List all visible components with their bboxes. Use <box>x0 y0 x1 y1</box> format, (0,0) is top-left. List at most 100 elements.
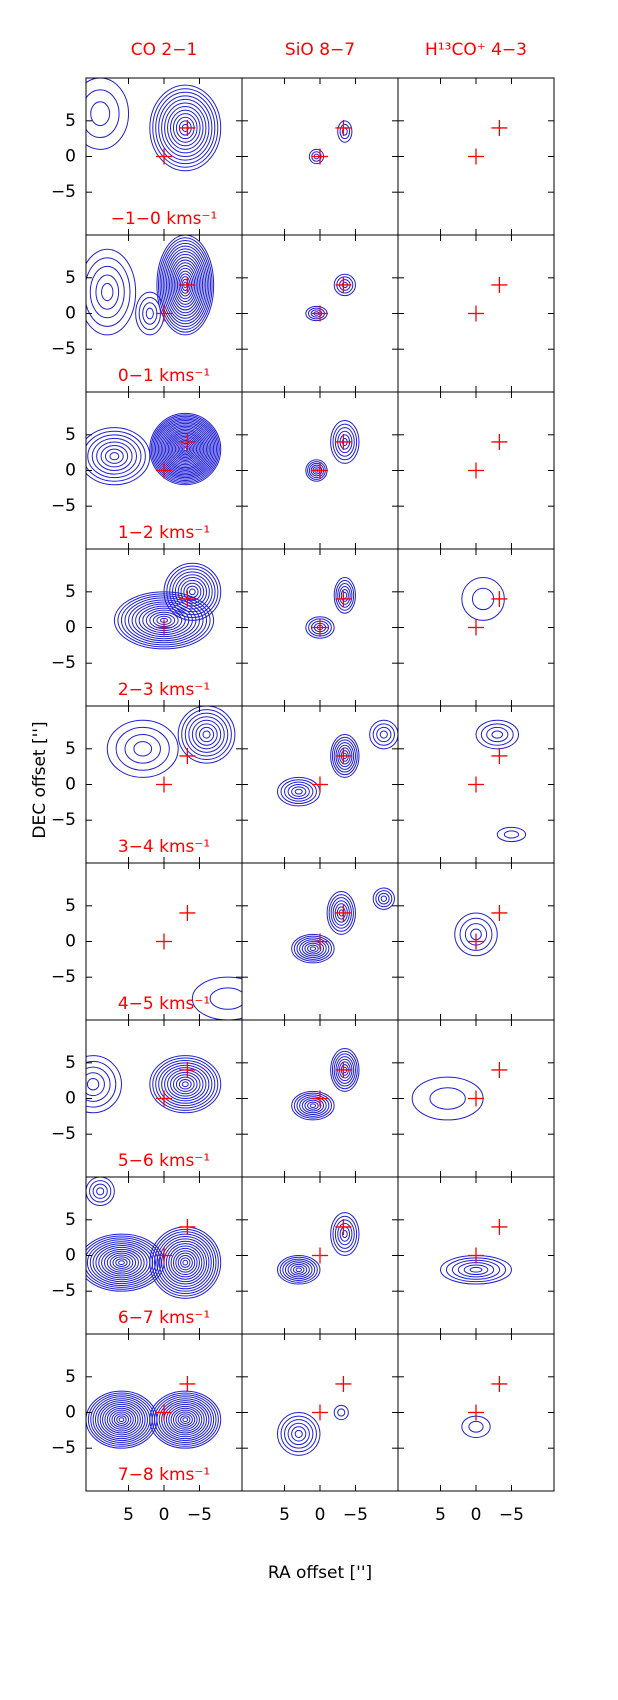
contour <box>163 427 208 472</box>
contour <box>191 719 222 750</box>
contour <box>339 585 351 605</box>
channel-label: 5−6 kms⁻¹ <box>118 1151 210 1171</box>
contour <box>287 784 310 800</box>
contour <box>304 1099 322 1112</box>
contour <box>309 1103 317 1108</box>
contour <box>168 1405 203 1434</box>
contour <box>189 588 196 596</box>
contour <box>480 723 514 746</box>
y-tick-label: 5 <box>65 582 76 602</box>
contour <box>128 599 200 642</box>
contour <box>337 120 353 143</box>
contour <box>106 1407 137 1432</box>
contour <box>145 307 154 320</box>
contour <box>89 1180 112 1203</box>
contour <box>182 1417 189 1423</box>
column-title: CO 2−1 <box>131 40 198 60</box>
contour <box>380 895 387 902</box>
contour <box>152 415 219 483</box>
contour <box>86 1055 122 1114</box>
panel <box>86 1055 222 1114</box>
contour <box>116 1415 127 1424</box>
contour <box>179 442 192 456</box>
contour <box>299 1096 327 1116</box>
contour <box>291 786 307 797</box>
contour <box>332 1215 358 1253</box>
contour <box>90 1394 153 1445</box>
contour <box>292 1265 305 1274</box>
y-tick-label: −5 <box>51 810 76 830</box>
contour <box>181 1081 189 1088</box>
contour <box>177 1413 193 1426</box>
y-tick-label: 0 <box>65 618 76 638</box>
contour <box>328 894 354 932</box>
contour <box>86 1390 158 1449</box>
contour <box>198 726 215 743</box>
panel <box>276 1375 352 1456</box>
contour <box>158 1398 212 1442</box>
contour <box>375 890 393 908</box>
contour <box>334 1219 355 1249</box>
contour <box>163 1240 208 1285</box>
contour <box>168 1245 203 1280</box>
y-tick-label: −5 <box>51 182 76 202</box>
contour <box>177 706 236 764</box>
x-tick-label: 5 <box>123 1505 134 1525</box>
contour <box>326 891 356 935</box>
panel <box>86 235 215 336</box>
contour <box>337 582 353 608</box>
column-title: H¹³CO⁺ 4−3 <box>425 40 527 60</box>
contour <box>90 101 111 127</box>
contour <box>195 723 218 746</box>
contour <box>339 1226 351 1242</box>
contour <box>149 412 222 486</box>
contour <box>102 1403 141 1436</box>
contour <box>340 588 349 602</box>
contour <box>287 1262 310 1278</box>
contour <box>294 788 303 795</box>
contour <box>172 113 198 143</box>
contour <box>341 1230 348 1239</box>
contour <box>167 253 204 316</box>
contour <box>180 1415 191 1424</box>
contour <box>176 440 195 459</box>
contour <box>169 432 202 466</box>
contour <box>170 109 201 147</box>
contour <box>183 447 188 452</box>
panel <box>86 412 222 486</box>
contour <box>454 912 498 957</box>
contour <box>330 1048 360 1092</box>
contour <box>334 427 355 457</box>
contour <box>161 1064 210 1104</box>
channel-label: 4−5 kms⁻¹ <box>118 994 210 1014</box>
contour <box>503 830 520 839</box>
contour <box>181 445 189 453</box>
contour <box>162 425 209 473</box>
contour <box>156 1396 215 1443</box>
contour <box>333 273 356 297</box>
panel <box>291 887 395 964</box>
contour <box>109 1409 134 1430</box>
contour <box>155 1059 216 1109</box>
contour <box>178 1078 192 1090</box>
contour <box>92 1243 151 1283</box>
contour <box>291 933 335 964</box>
contour <box>172 435 199 463</box>
contour <box>103 1250 139 1275</box>
contour <box>95 274 120 310</box>
contour <box>333 1053 356 1087</box>
panel <box>468 719 527 843</box>
contour <box>165 251 205 319</box>
contour <box>164 1067 207 1102</box>
contour <box>202 730 211 739</box>
contour <box>180 444 191 454</box>
contour <box>111 1411 132 1428</box>
panel <box>468 276 508 322</box>
y-tick-label: −5 <box>51 1281 76 1301</box>
contour <box>293 935 333 962</box>
y-tick-label: 0 <box>65 461 76 481</box>
channel-label: 1−2 kms⁻¹ <box>118 523 210 543</box>
contour <box>115 726 170 771</box>
contour <box>186 585 199 599</box>
contour <box>165 1403 205 1436</box>
